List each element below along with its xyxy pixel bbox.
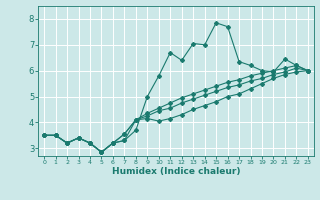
X-axis label: Humidex (Indice chaleur): Humidex (Indice chaleur) xyxy=(112,167,240,176)
